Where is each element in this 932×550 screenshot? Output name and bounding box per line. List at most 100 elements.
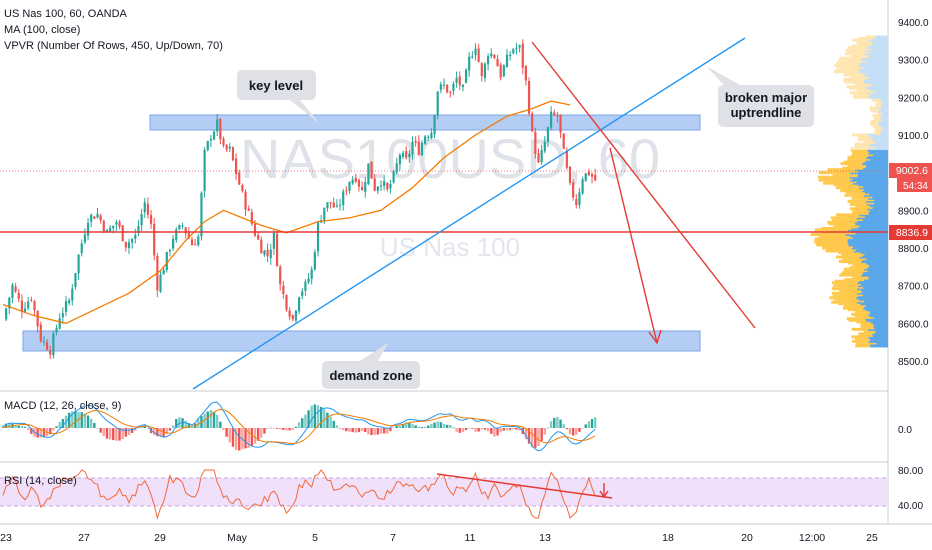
candle-body bbox=[14, 286, 17, 292]
vpvr-up-row bbox=[842, 258, 863, 262]
demand-zone[interactable] bbox=[22, 330, 701, 352]
vpvr-down-row bbox=[875, 35, 888, 39]
key-level-zone[interactable] bbox=[149, 114, 701, 131]
candle-body bbox=[200, 192, 203, 237]
macd-histogram-bar bbox=[130, 428, 134, 433]
macd-histogram-bar bbox=[115, 428, 118, 441]
vpvr-up-row bbox=[833, 183, 859, 187]
vpvr-up-row bbox=[831, 281, 858, 285]
vpvr-down-row bbox=[872, 47, 888, 51]
price-tick: 9400.0 bbox=[898, 18, 929, 29]
macd-histogram-bar bbox=[99, 428, 102, 433]
candle-body bbox=[361, 187, 364, 191]
macd-histogram-bar bbox=[458, 428, 461, 433]
time-tick: 25 bbox=[866, 532, 878, 544]
vpvr-down-row bbox=[858, 183, 888, 187]
vpvr-up-row bbox=[823, 181, 853, 185]
vpvr-up-row bbox=[849, 207, 868, 211]
macd-histogram-bar bbox=[291, 428, 294, 430]
vpvr-down-row bbox=[868, 276, 888, 280]
vpvr-up-row bbox=[849, 91, 867, 95]
vpvr-down-row bbox=[865, 46, 888, 50]
macd-histogram-bar bbox=[468, 427, 471, 429]
candle-body bbox=[537, 152, 540, 163]
macd-histogram-bar bbox=[556, 416, 559, 428]
candle-body bbox=[575, 199, 578, 206]
candle-body bbox=[238, 172, 241, 185]
macd-histogram-bar bbox=[335, 425, 339, 428]
candle-body bbox=[490, 53, 493, 57]
vpvr-down-row bbox=[863, 305, 888, 309]
vpvr-down-row bbox=[868, 263, 888, 267]
vpvr-up-row bbox=[847, 165, 866, 169]
candle-body bbox=[468, 56, 471, 71]
candle-body bbox=[452, 83, 455, 91]
candle-body bbox=[39, 324, 42, 342]
macd-histogram-bar bbox=[93, 423, 96, 428]
projection-arrow-line[interactable] bbox=[609, 147, 658, 344]
candle-body bbox=[102, 220, 105, 232]
macd-label: MACD (12, 26, close, 9) bbox=[4, 400, 121, 412]
candle-body bbox=[483, 63, 487, 78]
macd-histogram-bar bbox=[433, 422, 436, 428]
macd-histogram-bar bbox=[156, 428, 159, 437]
candle-body bbox=[225, 144, 228, 150]
vpvr-up-row bbox=[850, 147, 868, 151]
macd-histogram-bar bbox=[348, 428, 351, 432]
candle-body bbox=[115, 222, 118, 225]
macd-histogram-bar bbox=[184, 420, 187, 428]
candle-body bbox=[326, 202, 329, 209]
vpvr-up-row bbox=[845, 252, 865, 256]
vpvr-down-row bbox=[857, 281, 888, 285]
candle-body bbox=[181, 225, 184, 227]
vpvr-down-row bbox=[868, 211, 888, 215]
candle-body bbox=[216, 119, 219, 132]
macd-histogram-bar bbox=[247, 428, 250, 448]
vpvr-up-row bbox=[838, 260, 861, 264]
vpvr-down-row bbox=[862, 217, 888, 221]
vpvr-up-row bbox=[816, 241, 849, 245]
demand-zone-label: demand zone bbox=[329, 368, 412, 383]
candle-body bbox=[521, 43, 524, 68]
candle-body bbox=[487, 56, 490, 65]
vpvr-down-row bbox=[865, 156, 888, 160]
vpvr-up-row bbox=[842, 270, 864, 274]
vpvr-down-row bbox=[862, 272, 888, 276]
time-axis[interactable]: 23 27 29 May 5 7 11 13 18 20 12:00 25 bbox=[0, 532, 878, 544]
vpvr-up-row bbox=[853, 150, 870, 154]
vpvr-down-row bbox=[873, 153, 888, 157]
macd-histogram-bar bbox=[553, 417, 556, 428]
candle-body bbox=[263, 250, 266, 255]
macd-histogram-bar bbox=[442, 424, 446, 428]
vpvr-down-row bbox=[868, 275, 888, 279]
macd-histogram-bar bbox=[228, 428, 231, 443]
vpvr-up-row bbox=[842, 293, 864, 297]
vpvr-up-row bbox=[830, 180, 857, 184]
vpvr-down-row bbox=[867, 154, 888, 158]
macd-histogram-bar bbox=[272, 428, 276, 429]
vpvr-up-row bbox=[843, 65, 864, 69]
vpvr-up-row bbox=[831, 300, 857, 304]
vpvr-down-row bbox=[859, 62, 888, 66]
vpvr-up-row bbox=[843, 184, 864, 188]
major-uptrendline[interactable] bbox=[192, 37, 746, 390]
candle-body bbox=[594, 174, 597, 181]
vpvr-down-row bbox=[878, 122, 888, 126]
vpvr-up-row bbox=[814, 238, 848, 242]
rsi-divergence-line[interactable] bbox=[436, 473, 613, 499]
vpvr-down-row bbox=[875, 329, 888, 333]
descending-trendline[interactable] bbox=[531, 41, 756, 329]
vpvr-up-row bbox=[869, 121, 879, 125]
macd-histogram-bar bbox=[379, 428, 383, 434]
vpvr-down-row bbox=[868, 151, 888, 155]
vpvr-up-row bbox=[873, 131, 881, 135]
vpvr-up-row bbox=[840, 162, 862, 166]
vpvr-up-row bbox=[855, 157, 871, 161]
vpvr-up-row bbox=[824, 244, 854, 248]
macd-histogram-bar bbox=[483, 428, 487, 430]
vpvr-down-row bbox=[881, 97, 888, 101]
vpvr-down-row bbox=[870, 204, 888, 208]
vpvr-down-row bbox=[875, 145, 888, 149]
candle-body bbox=[168, 250, 172, 252]
